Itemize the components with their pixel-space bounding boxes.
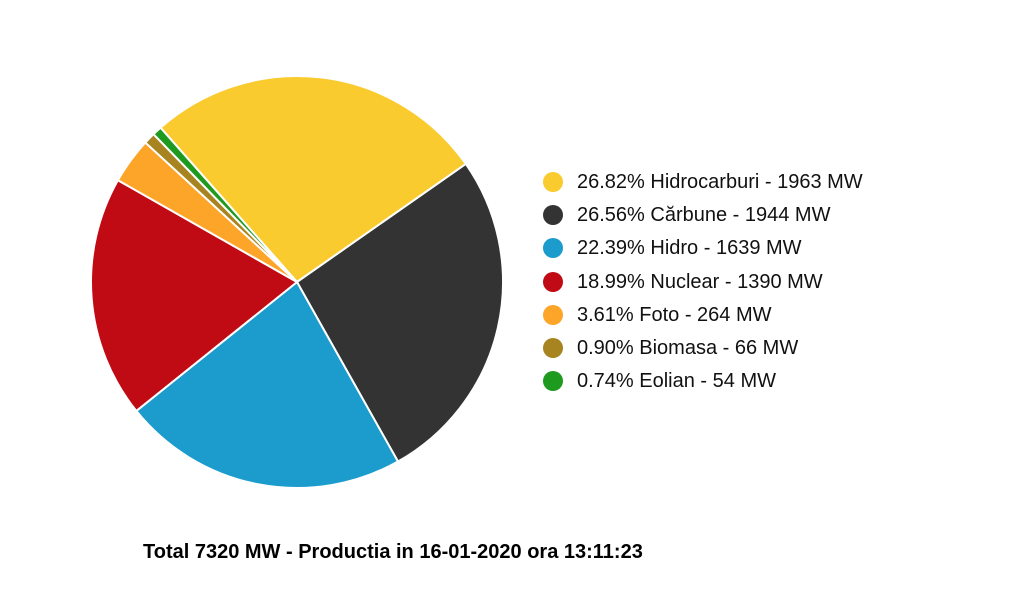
legend-label: 0.74% Eolian - 54 MW [577,370,776,393]
pie-slice-1 [296,162,504,463]
legend-item: 0.74% Eolian - 54 MW [543,365,863,398]
legend-item: 3.61% Foto - 264 MW [543,298,863,331]
legend-label: 26.56% Cărbune - 1944 MW [577,203,831,226]
legend-swatch [543,304,563,325]
legend-swatch [543,271,563,292]
legend-label: 26.82% Hidrocarburi - 1963 MW [577,170,863,193]
legend-label: 22.39% Hidro - 1639 MW [577,237,802,260]
pie-slice-6 [152,126,298,283]
legend-swatch [543,371,563,392]
pie-slice-3 [90,179,298,412]
pie-slice-2 [135,281,399,489]
legend-item: 0.90% Biomasa - 66 MW [543,331,863,364]
legend-item: 18.99% Nuclear - 1390 MW [543,265,863,298]
chart-caption: Total 7320 MW - Productia in 16-01-2020 … [143,541,643,563]
legend-item: 26.82% Hidrocarburi - 1963 MW [543,165,863,198]
legend-label: 18.99% Nuclear - 1390 MW [577,270,823,293]
legend-swatch [543,171,563,192]
legend-swatch [543,338,563,359]
legend-swatch [543,204,563,225]
legend-label: 3.61% Foto - 264 MW [577,303,772,326]
legend-item: 22.39% Hidro - 1639 MW [543,232,863,265]
legend-item: 26.56% Cărbune - 1944 MW [543,198,863,231]
chart-legend: 26.82% Hidrocarburi - 1963 MW 26.56% Cărb… [543,165,863,398]
pie-slice-0 [159,75,467,283]
legend-label: 0.90% Biomasa - 66 MW [577,337,799,360]
legend-swatch [543,238,563,259]
